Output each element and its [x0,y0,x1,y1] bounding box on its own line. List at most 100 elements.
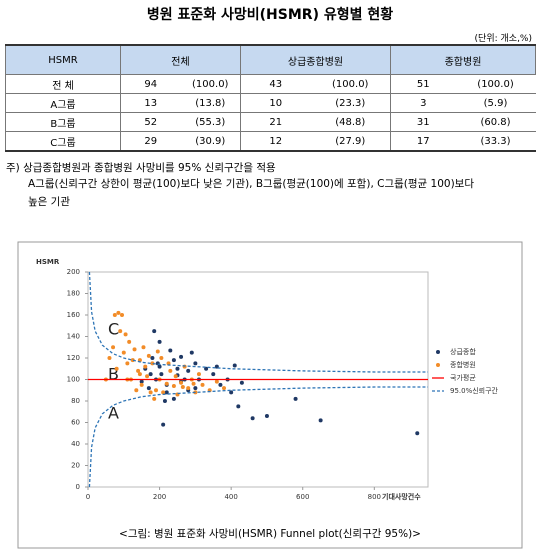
point [166,361,171,366]
x-tick-label: 600 [296,493,309,501]
table-cell: (48.8) [310,112,391,132]
y-tick-label: 160 [67,311,80,319]
y-axis-label: HSMR [36,258,60,266]
point [159,372,164,377]
x-tick-label: 400 [224,493,237,501]
point [168,348,173,353]
point [150,361,155,366]
annotation: C [108,320,119,339]
point [161,422,166,427]
point [148,390,153,395]
point [112,313,117,317]
y-tick-label: 100 [67,376,80,384]
y-tick-label: 20 [71,462,80,470]
figure-frame [17,241,523,549]
legend-label: 상급종합 [450,347,476,356]
table-cell: (33.3) [455,131,536,152]
point [168,368,173,373]
point [200,382,205,387]
legend-label: 국가평균 [450,373,476,382]
point [121,350,126,355]
y-tick-label: 120 [67,354,80,362]
table-cell: (27.9) [310,131,391,152]
point [193,386,198,391]
note: A그룹(신뢰구간 상한이 평균(100)보다 낮은 기관), B그룹(평균(10… [28,178,474,190]
point [175,366,180,371]
point [179,354,184,359]
point [232,363,237,368]
header-cell: 상급종합병원 [239,44,392,75]
x-tick-label: 800 [368,493,381,501]
point [186,386,191,391]
point [164,390,169,395]
point [127,339,132,344]
point [139,382,144,387]
point [189,350,194,355]
point [293,396,298,401]
x-tick-label: 0 [86,493,90,501]
point [191,381,196,386]
title: 병원 표준화 사망비(HSMR) 유형별 현황 [146,7,394,23]
y-tick-label: 80 [71,397,80,405]
point [173,374,178,379]
table-cell: 29 [120,131,181,152]
table-cell: C그룹 [5,131,121,152]
point [146,386,151,391]
point [218,382,223,387]
point [180,385,185,390]
point [136,368,141,373]
y-tick-label: 40 [71,440,80,448]
table-cell: (55.3) [180,112,241,132]
table: HSMR 전체 상급종합병원 종합병원 전 체 94 (100.0) 43 (100.0) 51… [5,44,537,152]
ci-upper [88,271,428,373]
legend-marker [436,350,440,354]
point [222,386,226,391]
point [116,310,121,315]
point [162,399,167,403]
y-tick-label: 180 [67,290,80,298]
point [186,368,191,373]
point [239,380,244,385]
point [193,361,198,366]
point [415,431,420,436]
point [125,361,130,366]
point [141,345,146,350]
table-row: C그룹 29 (30.9) 12 (27.9) 17 (33.3) [5,131,536,152]
point [139,379,144,384]
point [196,372,201,377]
table-cell: (60.8) [455,112,536,132]
point [157,339,162,344]
point [120,313,124,317]
point [134,388,139,393]
table-cell: 31 [390,112,456,132]
point [130,358,135,363]
point [111,345,116,350]
point [179,380,184,385]
point [318,418,323,423]
annotation: A [108,404,119,423]
x-tick-label: 200 [153,493,166,501]
table-cell: 12 [240,131,311,152]
table-row: B그룹 52 (55.3) 21 (48.8) 31 (60.8) [5,112,536,132]
point [164,381,169,386]
x-axis-label: 기대사망건수 [382,492,421,501]
point [211,372,216,377]
note: 주) 상급종합병원과 종합병원 사망비를 95% 신뢰구간을 적용 [6,162,276,174]
point [236,404,241,409]
point [148,372,153,377]
point [161,390,166,395]
point [154,388,158,393]
point [143,364,148,369]
point [214,379,219,384]
point [107,356,112,360]
y-tick-label: 140 [67,333,80,341]
y-tick-label: 0 [76,483,80,491]
point [159,356,164,360]
point [264,414,269,419]
point [114,366,119,371]
point [123,332,128,337]
unit: (단위: 개소,%) [474,34,532,44]
point [152,396,157,401]
annotation: B [108,365,119,384]
